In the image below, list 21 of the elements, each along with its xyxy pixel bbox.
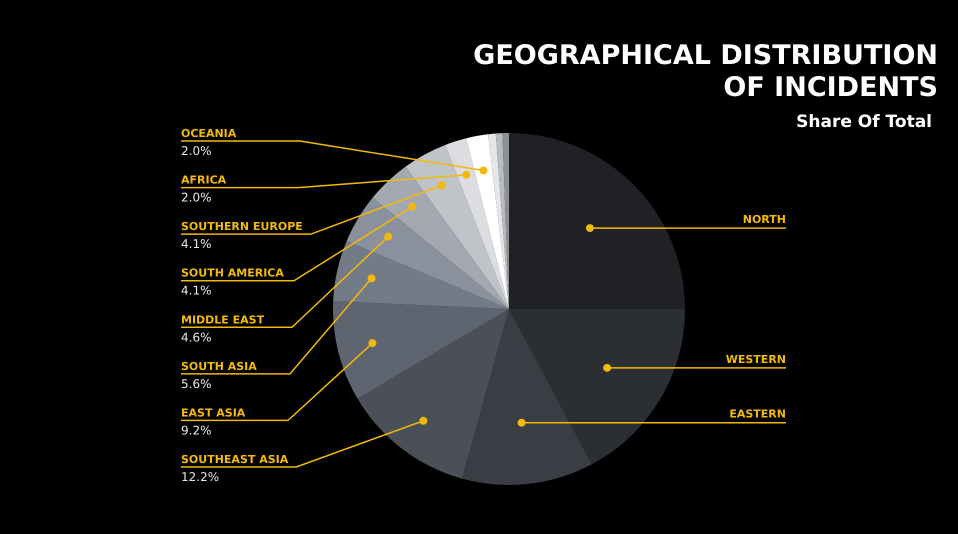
slice-label: EAST ASIA (181, 406, 246, 420)
slice-label: SOUTH ASIA (181, 360, 258, 373)
data-label: 9.2% (181, 423, 212, 438)
chart-title: GEOGRAPHICAL DISTRIBUTION OF INCIDENTS (472, 40, 938, 104)
slice-label: SOUTHERN EUROPE (181, 220, 303, 234)
slice-label: OCEANIA (181, 127, 237, 140)
text: Share Of Total (796, 112, 932, 132)
data-label: 4.1% (181, 284, 212, 298)
slice-label: EASTERN (729, 408, 786, 421)
data-label: 12.2% (181, 470, 220, 484)
slice-label: SOUTHEAST ASIA (181, 453, 289, 466)
data-label: 4.1% (181, 237, 212, 252)
slice-label: WESTERN (726, 352, 786, 366)
slice-label: NORTH (742, 213, 786, 226)
data-label: 4.6% (181, 330, 212, 344)
slice-label: MIDDLE EAST (181, 313, 265, 326)
data-label: 2.0% (181, 144, 212, 158)
data-label: 2.0% (181, 190, 212, 205)
slice-label: AFRICA (181, 174, 227, 187)
slice-label: SOUTH AMERICA (181, 266, 284, 280)
data-label: 5.6% (181, 376, 212, 391)
